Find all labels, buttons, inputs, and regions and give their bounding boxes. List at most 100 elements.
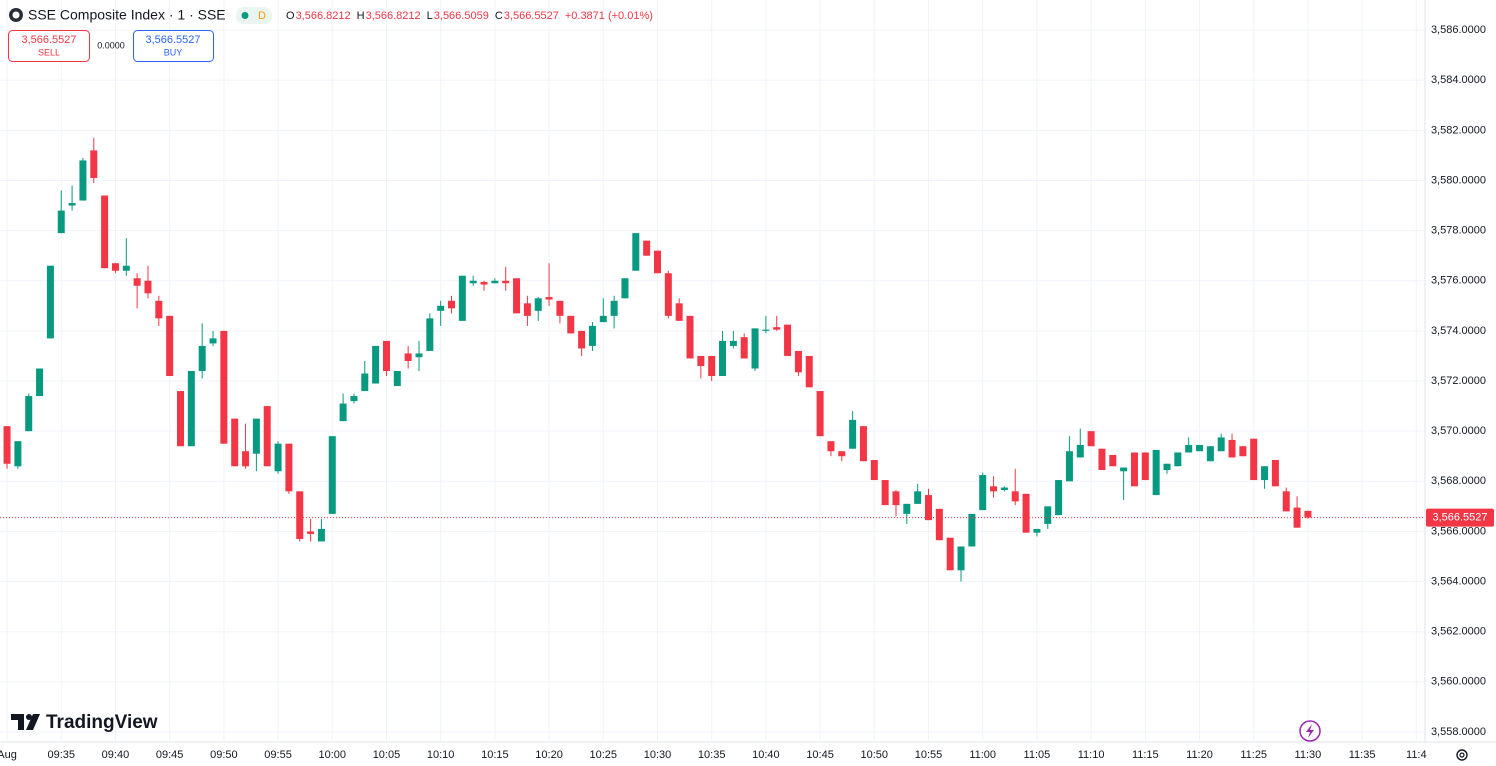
x-tick-label: 10:05 — [373, 749, 401, 761]
candle-body — [892, 491, 900, 506]
candle-body — [1228, 439, 1236, 458]
candle-body — [1044, 506, 1052, 524]
candle-body — [144, 280, 152, 294]
candle-body — [1282, 491, 1290, 512]
candle-body — [1022, 493, 1030, 533]
candle-body — [1130, 452, 1138, 487]
axes: 3,558.0000 3,560.0000 3,562.0000 3,564.0000… — [0, 24, 1494, 761]
candle-body — [1098, 448, 1106, 471]
candle-body — [68, 203, 76, 206]
x-tick-label: 10:40 — [752, 749, 780, 761]
buy-label: BUY — [164, 47, 183, 57]
x-tick-label: 10:35 — [698, 749, 726, 761]
candles — [0, 137, 1425, 582]
sell-label: SELL — [38, 47, 60, 57]
status-pill[interactable] — [236, 7, 272, 24]
candle-body — [1293, 507, 1301, 528]
y-tick-label: 3,558.0000 — [1431, 726, 1486, 738]
y-tick-label: 3,584.0000 — [1431, 74, 1486, 86]
candle-body — [426, 318, 434, 351]
candle-body — [307, 531, 315, 534]
candle-body — [296, 491, 304, 539]
buy-button[interactable] — [133, 30, 214, 62]
x-tick-label: 11:35 — [1349, 749, 1376, 761]
candle-body — [534, 298, 542, 311]
candle-body — [469, 280, 477, 284]
candle-body — [231, 418, 239, 467]
ohlc-key: H — [357, 10, 365, 22]
legend: SSE Composite Index · 1 · SSE D O 3,566.8… — [8, 7, 653, 62]
candle-body — [675, 303, 683, 321]
ohlc-key: O — [286, 10, 295, 22]
ohlc-value: 3,566.5059 — [434, 10, 489, 22]
x-tick-label: 10:30 — [644, 749, 672, 761]
candle-body — [1304, 510, 1312, 518]
logo-dot — [26, 714, 32, 720]
x-tick-label: 11:05 — [1024, 749, 1051, 761]
candle-body — [101, 195, 109, 269]
candle-body — [556, 300, 564, 316]
candle-body — [729, 340, 737, 346]
x-tick-label: 11:20 — [1186, 749, 1213, 761]
candle-body — [1065, 451, 1073, 482]
candle-body — [176, 391, 184, 447]
candle-body — [1239, 446, 1247, 457]
candle-body — [1109, 454, 1117, 467]
y-tick-label: 3,560.0000 — [1431, 676, 1486, 688]
gear-hub — [1459, 752, 1465, 758]
candle-body — [643, 240, 651, 256]
candle-body — [1185, 444, 1193, 453]
x-tick-label: 09:45 — [156, 749, 184, 761]
candle-body — [968, 513, 976, 547]
candle-body — [1141, 452, 1149, 481]
candle-body — [57, 210, 65, 234]
candle-body — [935, 508, 943, 541]
candle-body — [90, 150, 98, 178]
candle-body — [610, 300, 618, 316]
alerts-bolt — [1306, 724, 1314, 738]
candle-body — [350, 396, 358, 402]
x-tick-label: 10:20 — [535, 749, 563, 761]
candle-body — [220, 330, 228, 444]
candle-body — [632, 233, 640, 271]
candle-body — [1033, 528, 1041, 533]
x-tick-label: 09:35 — [47, 749, 75, 761]
candle-body — [480, 282, 488, 285]
candle-body — [621, 278, 629, 299]
candle-body — [924, 495, 932, 521]
x-tick-label: 11:30 — [1295, 749, 1322, 761]
candle-body — [838, 451, 846, 457]
candle-body — [697, 355, 705, 366]
sell-button[interactable] — [8, 30, 90, 62]
last-price-box — [1426, 508, 1494, 527]
candle-body — [1000, 487, 1008, 491]
candle-body — [773, 327, 781, 330]
symbol-title[interactable]: SSE Composite Index · 1 · SSE — [28, 7, 226, 23]
x-tick-label: 10:50 — [861, 749, 889, 761]
alerts-icon[interactable] — [1299, 720, 1321, 742]
x-tick-label: 10:00 — [318, 749, 346, 761]
candle-body — [740, 337, 748, 359]
x-tick-label: 09:40 — [102, 749, 130, 761]
candle-body — [122, 265, 130, 271]
x-tick-label: 09:50 — [210, 749, 238, 761]
settings-icon[interactable] — [1456, 749, 1468, 761]
candle-body — [3, 426, 11, 464]
candle-body — [914, 491, 922, 504]
status-badge: D — [258, 10, 266, 22]
candle-body — [903, 503, 911, 514]
y-tick-label: 3,566.0000 — [1431, 525, 1486, 537]
candle-body — [513, 278, 521, 314]
candle-body — [1120, 467, 1128, 472]
candle-body — [1163, 463, 1171, 471]
ohlc-key: L — [427, 10, 433, 22]
candle-body — [198, 345, 206, 371]
candle-body — [1206, 446, 1214, 462]
y-tick-label: 3,576.0000 — [1431, 275, 1486, 287]
candle-body — [881, 480, 889, 506]
logo[interactable]: TradingView — [11, 712, 158, 733]
candle-body — [458, 275, 466, 321]
candle-body — [252, 418, 260, 454]
candle-body — [155, 300, 163, 319]
y-tick-label: 3,586.0000 — [1431, 24, 1486, 36]
